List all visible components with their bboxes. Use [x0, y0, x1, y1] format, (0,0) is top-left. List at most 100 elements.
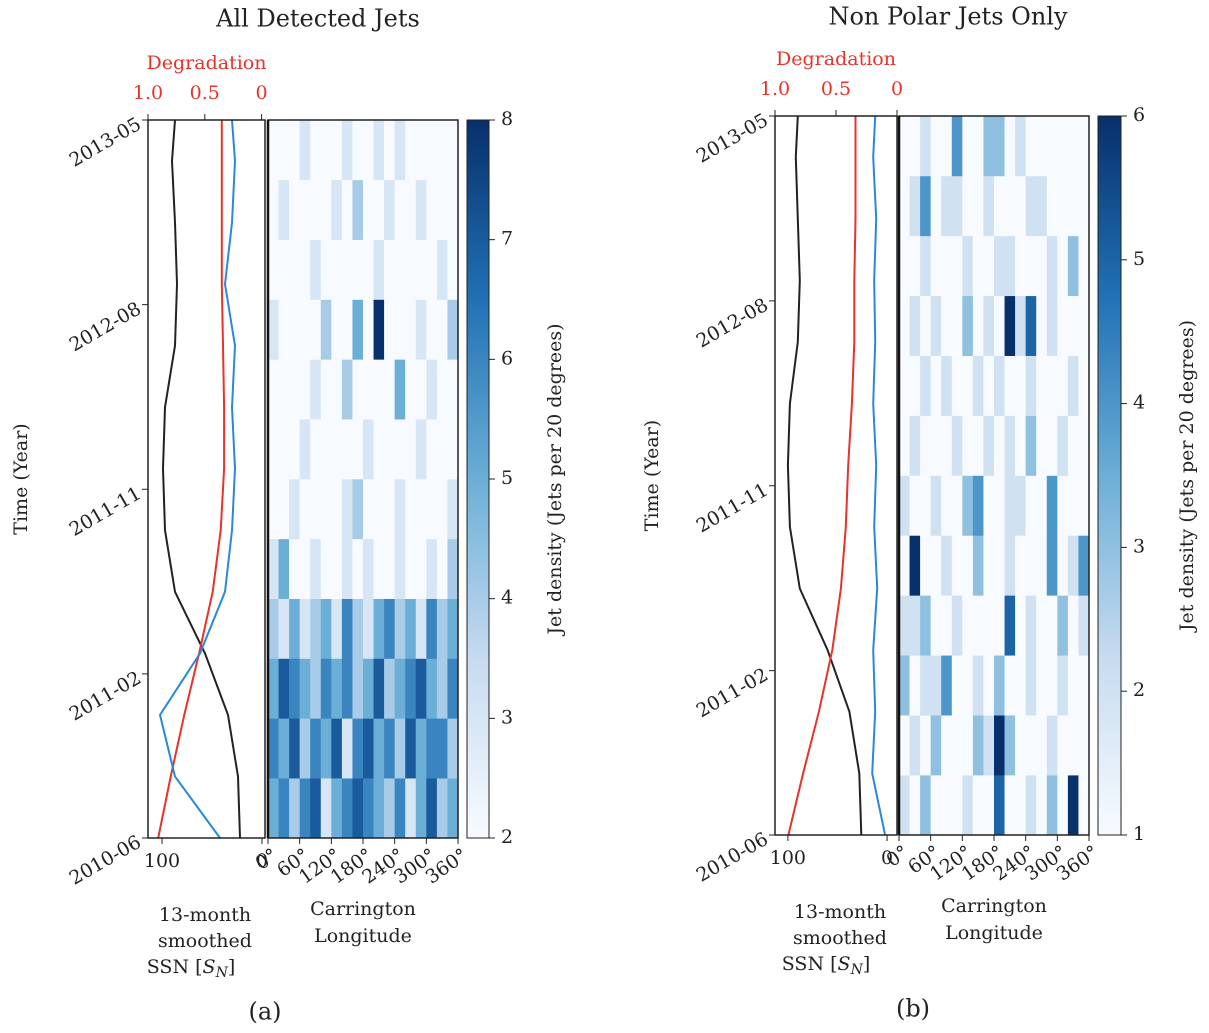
heatmap-cell	[268, 658, 279, 719]
heatmap-cell	[941, 295, 953, 356]
heatmap-cell	[1025, 295, 1037, 356]
heatmap-cell	[384, 419, 395, 480]
heatmap-cell	[331, 658, 343, 719]
heatmap-cell	[352, 778, 364, 839]
y-tick-label: 2012-08	[693, 294, 772, 353]
heatmap-cell	[1004, 175, 1016, 237]
series-line	[787, 116, 857, 836]
x-axis-label-sub: N	[850, 962, 864, 978]
heatmap-cell	[331, 359, 343, 420]
heatmap-cell	[983, 175, 995, 237]
heatmap-cell	[972, 775, 984, 836]
heatmap-cell	[352, 538, 364, 599]
heatmap-cell	[310, 538, 322, 599]
heatmap-cell	[1025, 775, 1037, 836]
heatmap-cell	[994, 535, 1005, 596]
heatmap-cell	[1025, 175, 1037, 237]
heatmap-cell	[909, 475, 921, 536]
heatmap-cell	[341, 120, 353, 181]
caption: (a)	[248, 998, 281, 1026]
heatmap-cell	[1036, 475, 1048, 536]
heatmap-cell	[972, 415, 984, 476]
heatmap-cell	[310, 120, 322, 181]
heatmap-cell	[415, 718, 427, 779]
heatmap-cell	[394, 359, 406, 420]
heatmap-cell	[1015, 655, 1026, 716]
heatmap-cell	[331, 479, 343, 540]
heatmap-cell	[941, 775, 953, 836]
heatmap-cell	[1046, 235, 1058, 297]
heatmap-cell	[289, 179, 300, 240]
heatmap-cell	[1067, 116, 1079, 177]
y-tick-label: 2010-06	[693, 828, 772, 887]
heatmap-cell	[1078, 355, 1090, 416]
heatmap-cell	[384, 658, 395, 719]
heatmap-cell	[1078, 715, 1090, 776]
colorbar-label: Jet density (Jets per 20 degrees)	[544, 323, 566, 636]
heatmap-cell	[436, 479, 448, 540]
heatmap-cell	[384, 718, 395, 779]
heatmap-cell	[1015, 235, 1026, 297]
heatmap-cell	[415, 778, 427, 839]
heatmap-cell	[268, 479, 279, 540]
heatmap-cell	[941, 175, 953, 237]
heatmap-cell	[352, 598, 364, 659]
plot-frame	[774, 115, 898, 836]
heatmap-cell	[352, 179, 364, 240]
heatmap-cell	[1078, 595, 1090, 656]
heatmap-cell	[436, 299, 448, 360]
heatmap-cell	[405, 359, 417, 420]
heatmap-cell	[1036, 116, 1048, 177]
heatmap-cell	[373, 538, 385, 599]
heatmap-cell	[341, 179, 353, 240]
heatmap-cell	[373, 359, 385, 420]
heatmap-cell	[1078, 535, 1090, 596]
heatmap-cell	[941, 415, 953, 476]
heatmap-cell	[436, 538, 448, 599]
heatmap-cell	[415, 120, 427, 181]
heatmap-cell	[278, 359, 290, 420]
heatmap-cell	[930, 175, 942, 237]
heatmap-cell	[373, 419, 385, 480]
heatmap-cell	[1067, 235, 1079, 297]
heatmap-cell	[1067, 655, 1079, 716]
heatmap-cell	[373, 299, 385, 360]
heatmap-cell	[941, 595, 953, 656]
heatmap-cell	[310, 479, 322, 540]
heatmap-cell	[1046, 355, 1058, 416]
heatmap-cell	[405, 239, 417, 300]
x-axis-label-end: ]	[228, 956, 235, 978]
heatmap-cell	[1078, 295, 1090, 356]
heatmap-cell	[1046, 535, 1058, 596]
heatmap-cell	[331, 179, 343, 240]
heatmap-cell	[363, 299, 374, 360]
heatmap-cell	[941, 116, 953, 177]
heatmap-cell	[920, 475, 931, 536]
heatmap-cell	[909, 415, 921, 476]
heatmap-cell	[278, 658, 290, 719]
heatmap-cell	[384, 778, 395, 839]
heatmap-cell	[962, 295, 974, 356]
heatmap-cell	[1004, 595, 1016, 656]
heatmap-cell	[1046, 475, 1058, 536]
heatmap-cell	[384, 479, 395, 540]
heatmap-cell	[289, 239, 300, 300]
heatmap-cell	[1067, 715, 1079, 776]
heatmap-cell	[899, 655, 910, 716]
heatmap-cell	[394, 778, 406, 839]
heatmap-cell	[436, 120, 448, 181]
heatmap-cell	[299, 179, 311, 240]
heatmap-cell	[320, 239, 332, 300]
heatmap-cell	[1057, 535, 1069, 596]
heatmap-cell	[1067, 595, 1079, 656]
heatmap-cell	[983, 595, 995, 656]
heatmap-cell	[951, 116, 963, 177]
heatmap-cell	[920, 715, 931, 776]
heatmap-cell	[1078, 116, 1090, 177]
heatmap-cell	[384, 538, 395, 599]
heatmap-cell	[983, 355, 995, 416]
heatmap-cell	[1067, 295, 1079, 356]
heatmap-cell	[394, 120, 406, 181]
heatmap-cell	[436, 179, 448, 240]
heatmap-cell	[962, 715, 974, 776]
